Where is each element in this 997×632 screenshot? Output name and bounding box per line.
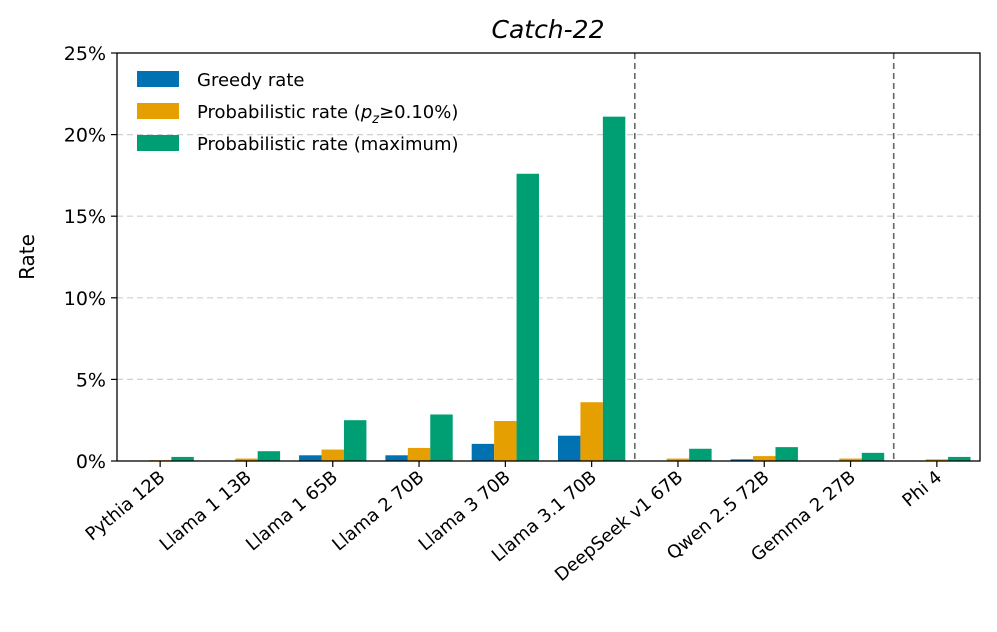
y-gridlines (117, 134, 980, 380)
bar-llama-3-1-70b-series-2 (580, 402, 603, 461)
bar-llama-2-70b-series-1 (385, 455, 408, 461)
bar-qwen-2-5-72b-series-3 (775, 447, 798, 461)
bar-deepseek-v1-67b-series-2 (666, 458, 690, 461)
bar-qwen-2-5-72b-series-1 (730, 459, 754, 461)
bar-deepseek-v1-67b-series-3 (689, 448, 712, 461)
bar-llama-3-70b-series-2 (494, 421, 517, 461)
bar-llama-3-1-70b-series-3 (602, 116, 626, 461)
y-tick-label: 10% (64, 288, 106, 310)
bar-llama-2-70b-series-3 (430, 414, 453, 461)
y-tick-label: 5% (76, 369, 106, 391)
y-tick-label: 25% (64, 43, 106, 65)
y-axis-label: Rate (15, 234, 39, 280)
legend-swatch-1 (137, 71, 179, 87)
legend-label-2: Probabilistic rate (pz≥0.10%) (197, 102, 458, 127)
legend-label-1: Greedy rate (197, 70, 304, 91)
bar-llama-2-70b-series-2 (407, 447, 431, 461)
x-tick-label-phi-4: Phi 4 (899, 467, 947, 512)
bar-llama-1-13b-series-2 (235, 458, 258, 461)
bar-llama-1-65b-series-3 (343, 420, 367, 461)
x-tick-label-pythia-12b: Pythia 12B (82, 467, 170, 545)
y-tick-label: 15% (64, 206, 106, 228)
y-tick-label: 0% (76, 451, 106, 473)
bar-llama-3-70b-series-1 (471, 443, 495, 461)
bar-phi-4-series-2 (925, 459, 949, 461)
legend: Greedy rate Probabilistic rate (pz≥0.10%)… (137, 70, 459, 155)
bar-pythia-12b-series-3 (171, 456, 194, 461)
plot-frame (116, 52, 981, 462)
x-tick-label-llama-2-70b: Llama 2 70B (328, 467, 428, 556)
bar-llama-1-65b-series-2 (321, 449, 344, 461)
bars (148, 116, 971, 461)
legend-swatch-2 (137, 103, 179, 119)
bar-llama-3-70b-series-3 (516, 173, 540, 461)
bar-gemma-2-27b-series-3 (861, 452, 885, 461)
bar-gemma-2-27b-series-2 (839, 458, 862, 461)
legend-swatch-3 (137, 135, 179, 151)
group-separators (633, 53, 895, 461)
x-tick-label-llama-1-65b: Llama 1 65B (242, 467, 342, 556)
y-tick-label: 20% (64, 125, 106, 147)
bar-phi-4-series-3 (948, 456, 971, 461)
bar-llama-3-1-70b-series-1 (557, 435, 581, 461)
y-axis-ticks: 0% 5% 10% 15% 20% 25% (64, 43, 117, 473)
bar-llama-1-13b-series-3 (257, 451, 281, 461)
chart-title: Catch-22 (491, 15, 604, 44)
x-tick-label-llama-1-13b: Llama 1 13B (156, 467, 256, 556)
legend-label-3: Probabilistic rate (maximum) (197, 134, 459, 155)
bar-llama-1-65b-series-1 (299, 455, 322, 461)
bar-qwen-2-5-72b-series-2 (753, 456, 776, 461)
